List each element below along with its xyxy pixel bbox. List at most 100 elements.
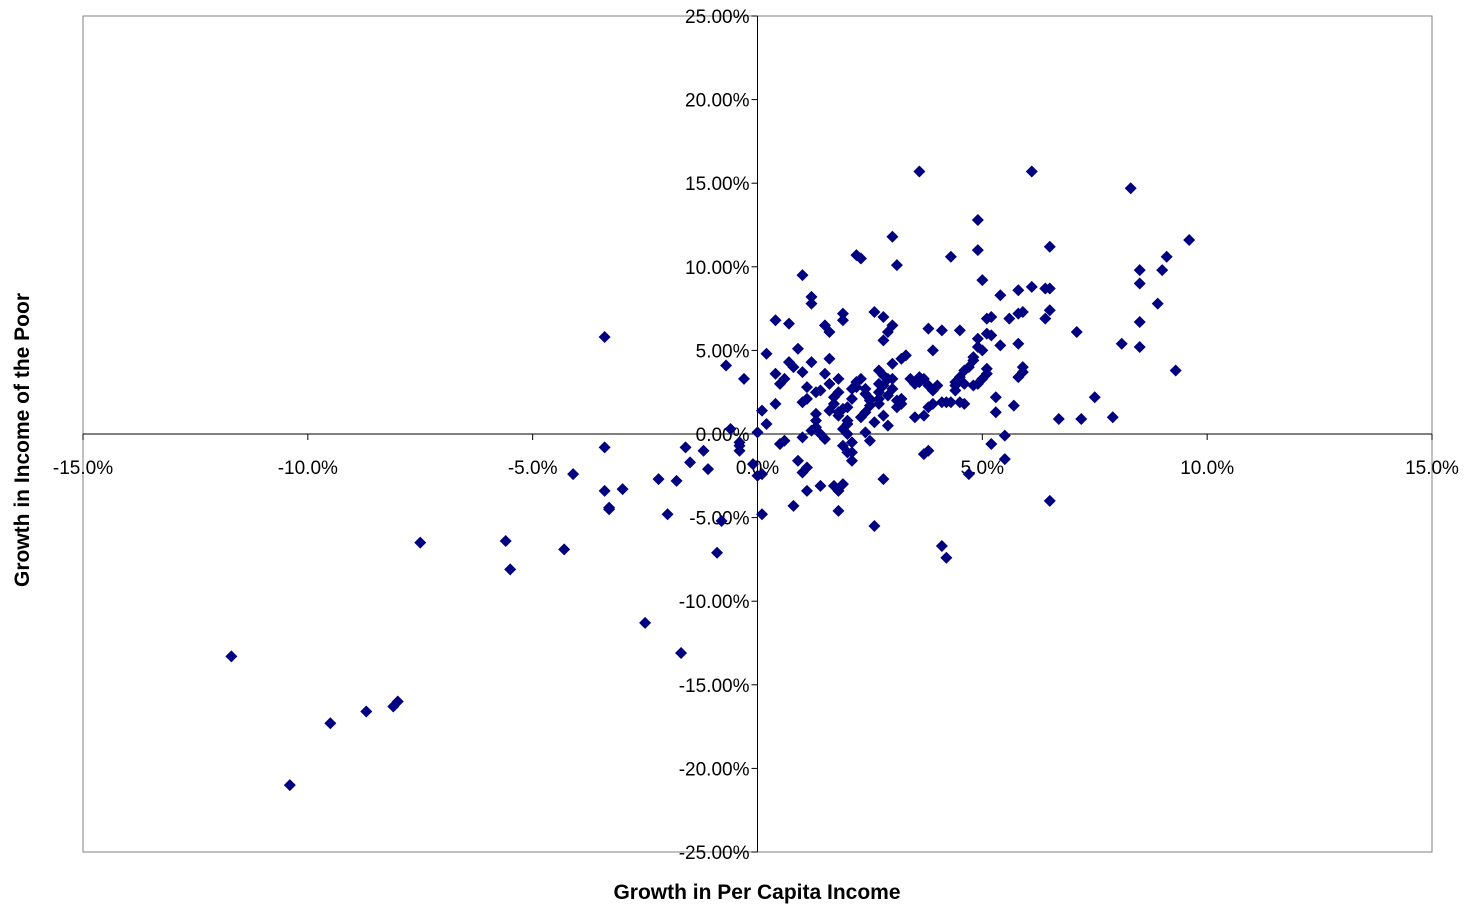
data-point [886, 230, 899, 243]
data-point [414, 536, 427, 549]
data-point [962, 468, 975, 481]
data-point [1183, 234, 1196, 247]
data-point [845, 436, 858, 449]
data-point [711, 546, 724, 559]
data-point [980, 362, 993, 375]
data-point [814, 384, 827, 397]
data-point [985, 329, 998, 342]
data-point [598, 331, 611, 344]
data-point [926, 397, 939, 410]
data-point [886, 357, 899, 370]
data-point [935, 540, 948, 553]
data-point [751, 426, 764, 439]
data-point [1003, 312, 1016, 325]
data-point [881, 419, 894, 432]
data-point [755, 468, 768, 481]
y-tick-label: 5.00% [696, 341, 750, 362]
y-tick-label: 15.00% [685, 174, 750, 195]
data-point [769, 367, 782, 380]
y-tick-label: -15.00% [679, 676, 750, 697]
data-point [715, 514, 728, 527]
data-point [1115, 337, 1128, 350]
data-point [800, 381, 813, 394]
data-point [639, 616, 652, 629]
data-point [652, 473, 665, 486]
data-point [324, 717, 337, 730]
data-point [1106, 411, 1119, 424]
data-point [720, 359, 733, 372]
data-point [747, 458, 760, 471]
data-point [886, 382, 899, 395]
data-point [567, 468, 580, 481]
data-point [1133, 341, 1146, 354]
data-point [1039, 312, 1052, 325]
data-point [1043, 304, 1056, 317]
data-point [958, 377, 971, 390]
x-tick-label: 10.0% [1180, 458, 1234, 479]
x-axis-title: Growth in Per Capita Income [613, 881, 900, 904]
data-point [994, 339, 1007, 352]
data-point [603, 503, 616, 516]
data-point [598, 484, 611, 497]
data-point [675, 647, 688, 660]
data-point [670, 474, 683, 487]
data-point [850, 249, 863, 262]
data-point [702, 463, 715, 476]
data-points [225, 165, 1196, 792]
data-point [922, 322, 935, 335]
data-point [877, 409, 890, 422]
data-point [845, 392, 858, 405]
data-point [1043, 494, 1056, 507]
data-point [782, 317, 795, 330]
data-point [976, 274, 989, 287]
data-point [868, 416, 881, 429]
data-point [1043, 240, 1056, 253]
data-point [1007, 399, 1020, 412]
data-point [994, 289, 1007, 302]
data-point [796, 269, 809, 282]
data-point [1012, 284, 1025, 297]
data-point [971, 332, 984, 345]
data-point [805, 356, 818, 369]
data-point [1133, 277, 1146, 290]
data-point [499, 535, 512, 548]
data-point [976, 344, 989, 357]
data-point [738, 372, 751, 385]
data-point [985, 310, 998, 323]
data-point [360, 705, 373, 718]
x-tick-label: -5.0% [508, 458, 558, 479]
x-tick-label: -10.0% [278, 458, 338, 479]
data-point [877, 334, 890, 347]
data-point [899, 349, 912, 362]
data-point [818, 433, 831, 446]
data-point [917, 409, 930, 422]
data-point [391, 695, 404, 708]
data-point [800, 392, 813, 405]
data-point [1025, 280, 1038, 293]
data-point [841, 401, 854, 414]
data-point [944, 396, 957, 409]
data-point [841, 417, 854, 430]
data-point [818, 367, 831, 380]
data-point [1025, 165, 1038, 178]
data-point [809, 407, 822, 420]
data-point [616, 483, 629, 496]
y-axis-title: Growth in Income of the Poor [11, 293, 34, 587]
data-point [1070, 326, 1083, 339]
data-point [836, 314, 849, 327]
data-point [1016, 361, 1029, 374]
data-point [877, 310, 890, 323]
y-tick-label: -25.00% [679, 843, 750, 864]
data-point [791, 454, 804, 467]
data-point [890, 259, 903, 272]
data-point [913, 165, 926, 178]
data-point [926, 344, 939, 357]
data-point [1088, 391, 1101, 404]
data-point [760, 417, 773, 430]
data-point [859, 426, 872, 439]
data-point [791, 342, 804, 355]
x-tick-label: -15.0% [53, 458, 113, 479]
data-point [836, 478, 849, 491]
data-point [778, 372, 791, 385]
